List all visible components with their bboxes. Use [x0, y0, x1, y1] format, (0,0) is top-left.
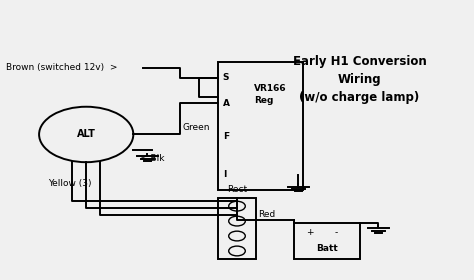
Text: F: F — [223, 132, 229, 141]
Text: Brown (switched 12v)  >: Brown (switched 12v) > — [6, 64, 118, 73]
Bar — [218, 62, 303, 190]
Bar — [218, 198, 256, 259]
Text: < Blk: < Blk — [140, 154, 165, 163]
Text: -: - — [335, 228, 338, 237]
Text: I: I — [223, 170, 226, 179]
Text: Rect: Rect — [227, 185, 247, 194]
Text: VR166
Reg: VR166 Reg — [254, 84, 286, 105]
Text: Red: Red — [258, 210, 275, 219]
Text: Batt: Batt — [316, 244, 337, 253]
Text: S: S — [223, 73, 229, 82]
Text: +: + — [306, 228, 314, 237]
Text: Green: Green — [183, 123, 210, 132]
Text: A: A — [223, 99, 230, 108]
Text: ALT: ALT — [77, 129, 96, 139]
Text: Yellow (3): Yellow (3) — [48, 179, 92, 188]
Text: Early H1 Conversion
Wiring
(w/o charge lamp): Early H1 Conversion Wiring (w/o charge l… — [292, 55, 427, 104]
Bar — [293, 223, 359, 259]
